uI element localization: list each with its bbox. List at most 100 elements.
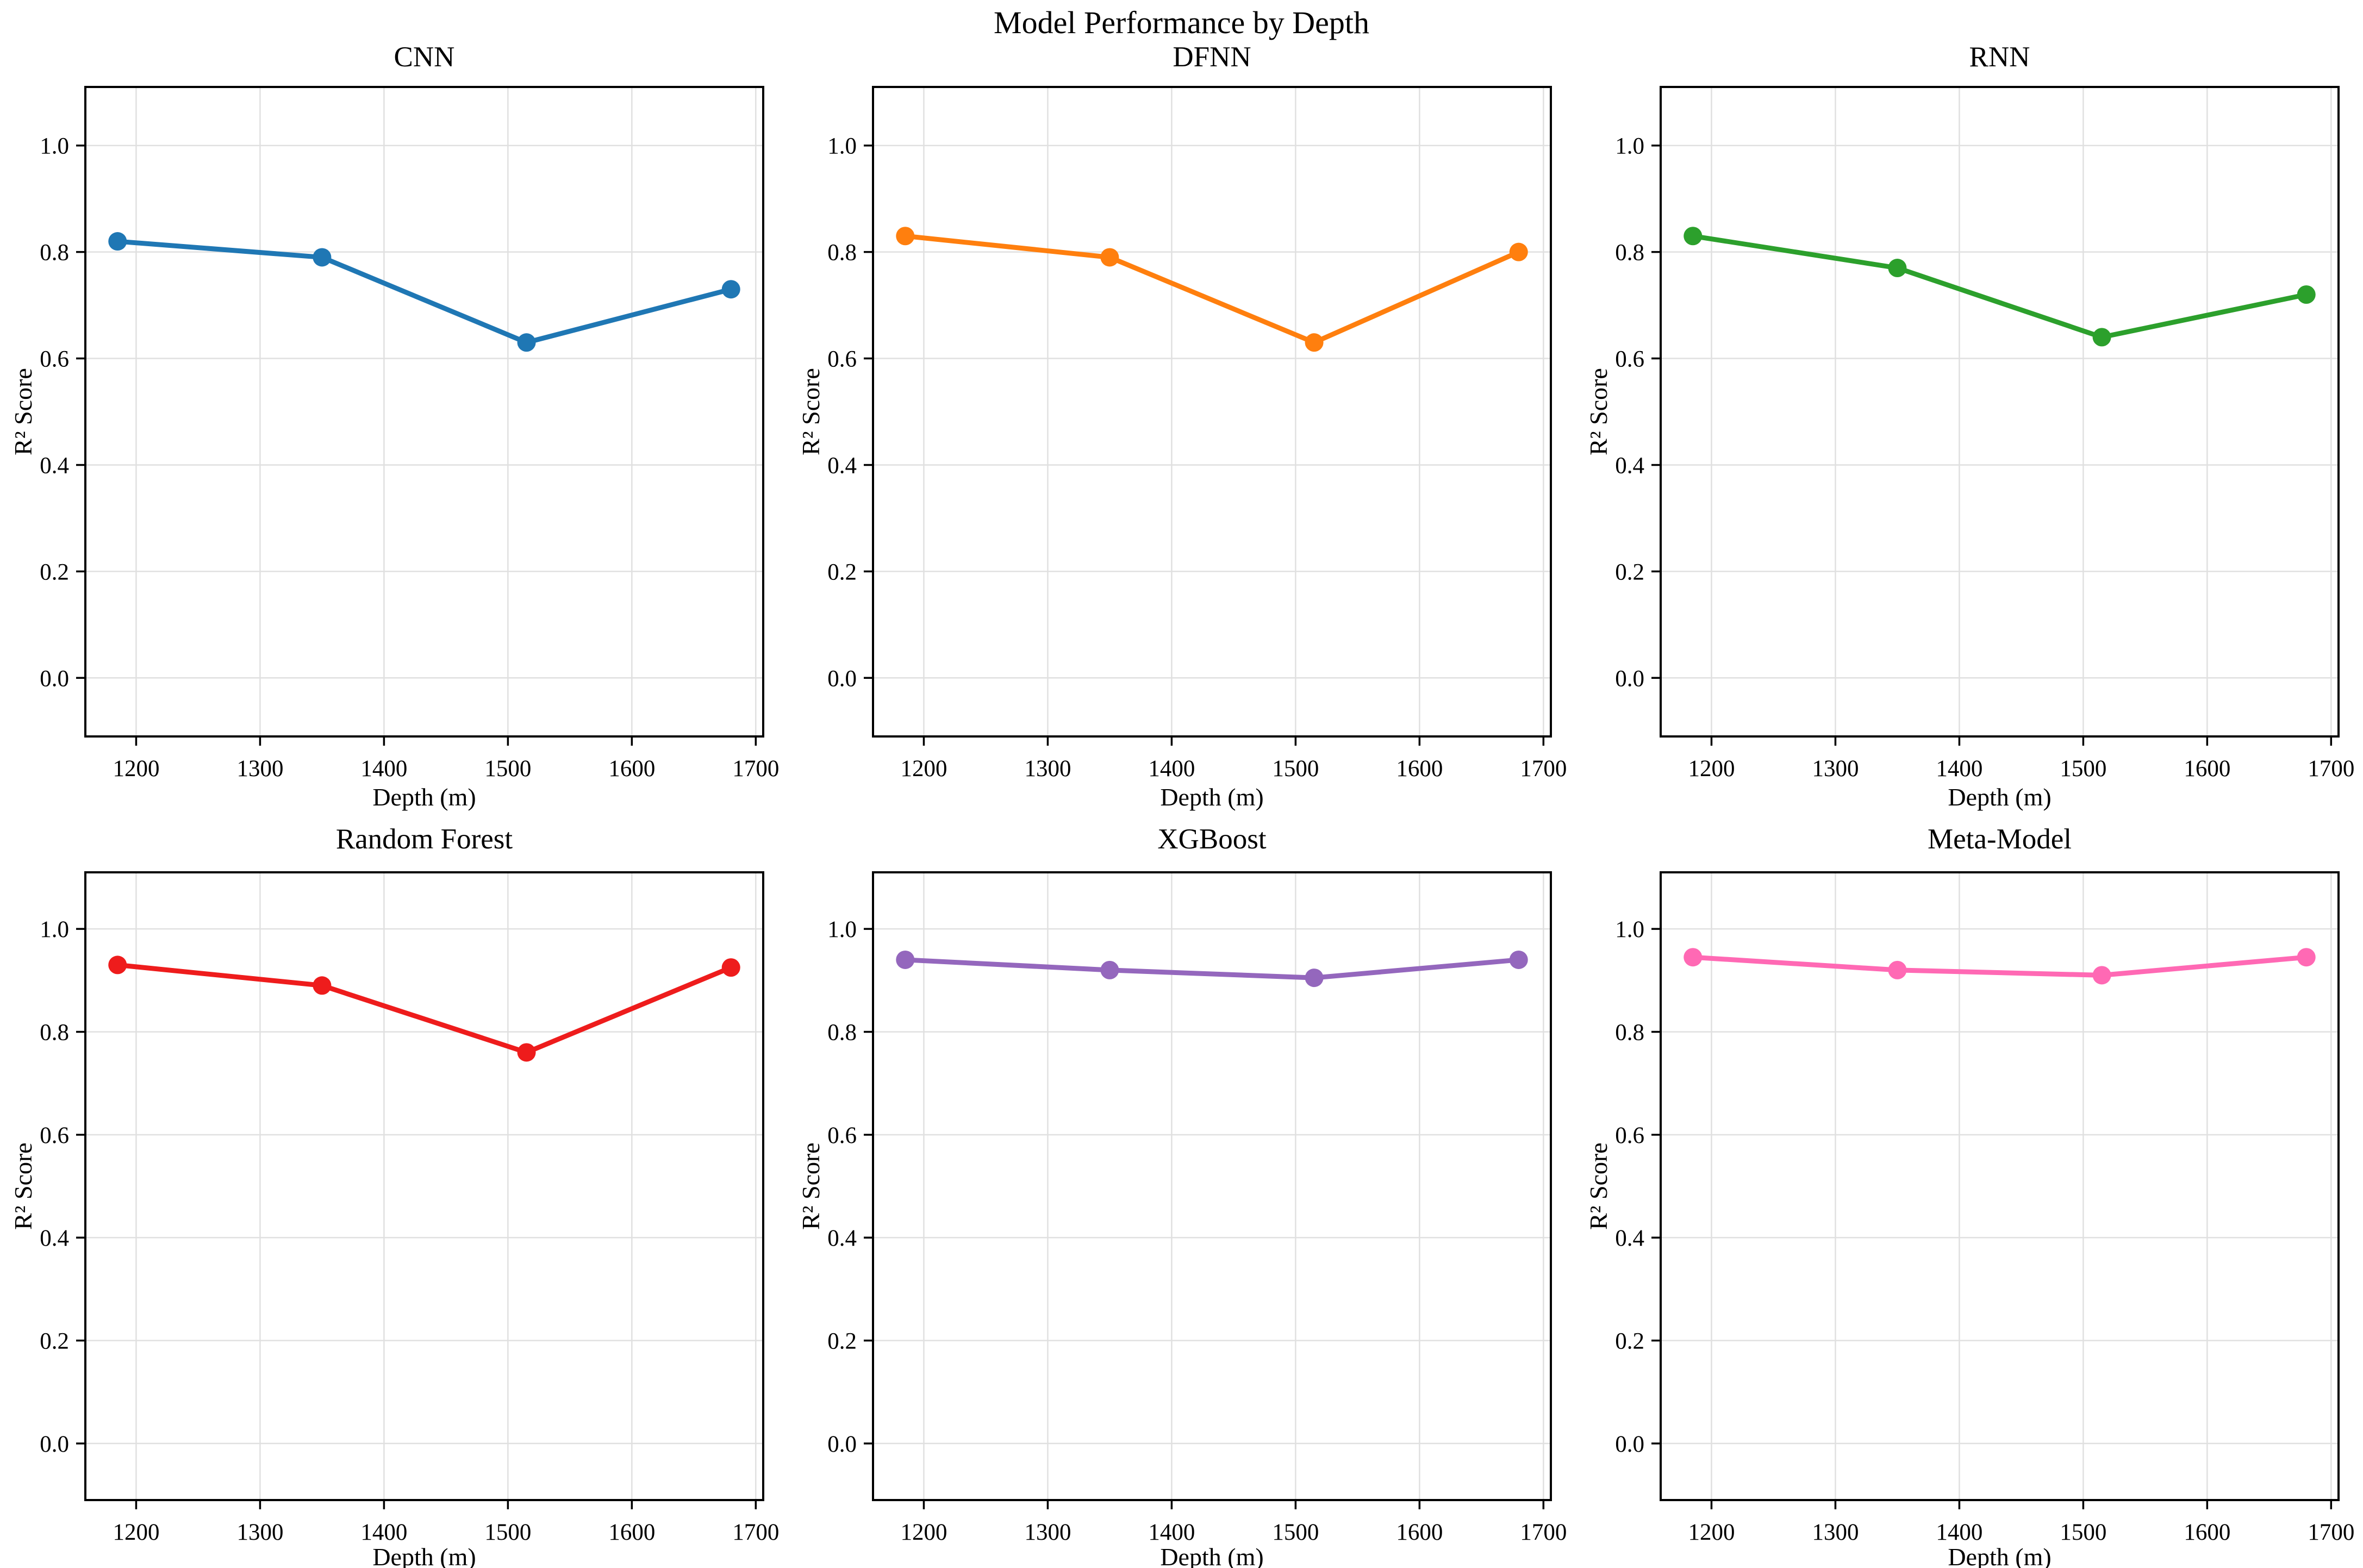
data-point-marker [313,976,332,995]
subplot-dfnn: 1200 1300 1400 1500 1600 1700 0.0 0.2 0.4 0.6 0.8 1… [788,0,1575,813]
axes-frame [872,86,1552,738]
data-point-marker [896,950,915,969]
chart-svg: 1200 1300 1400 1500 1600 1700 0.0 0.2 0.4 0.6 0.8 1… [9,41,779,811]
series-line [902,957,1522,980]
x-axis-label: Depth (m) [372,783,476,811]
x-tick-label: 1200 [113,756,159,782]
y-tick-label: 0.4 [1615,453,1644,478]
plot-area [873,87,1551,736]
data-point-marker [721,958,740,977]
y-tick-label: 0.2 [40,1329,69,1354]
chart-svg: 1200 1300 1400 1500 1600 1700 0.0 0.2 0.4 0.6 0.8 1… [9,823,779,1568]
data-point-marker [721,280,740,299]
plot-area [85,872,763,1500]
y-tick-label: 0.8 [1615,240,1644,266]
y-tick-label: 0.2 [1615,559,1644,585]
data-point-marker [517,333,536,352]
x-tick-label: 1500 [1272,756,1319,782]
y-axis-label: R² Score [797,368,825,455]
x-axis-label: Depth (m) [1160,1543,1263,1568]
x-tick-label: 1600 [2184,756,2230,782]
figure-title: Model Performance by Depth [994,5,1369,40]
data-point-marker [517,1043,536,1062]
data-point-marker [2297,285,2316,304]
y-tick-label: 0.2 [827,1329,857,1354]
data-point-marker [1684,227,1703,246]
y-tick-label: 0.4 [1615,1226,1644,1251]
chart-svg: 1200 1300 1400 1500 1600 1700 0.0 0.2 0.4 0.6 0.8 1… [1585,823,2354,1568]
axes-frame [1660,86,2340,738]
x-tick-label: 1700 [2308,756,2354,782]
y-tick-label: 0.6 [827,347,857,372]
x-tick-label: 1600 [608,756,655,782]
y-tick-label: 1.0 [1615,134,1644,159]
series-line [115,962,734,1055]
plot-area [1661,872,2339,1500]
axes-frame [872,871,1552,1501]
data-point-marker [1305,969,1324,988]
chart-svg: 1200 1300 1400 1500 1600 1700 0.0 0.2 0.4 0.6 0.8 1… [797,41,1567,811]
x-axis-label: Depth (m) [1948,1543,2051,1568]
x-tick-label: 1700 [2308,1520,2354,1545]
data-point-marker [2092,966,2111,985]
subplot-title: Random Forest [336,823,513,855]
y-tick-label: 0.6 [1615,347,1644,372]
x-tick-label: 1300 [1812,1520,1859,1545]
x-tick-label: 1300 [1024,756,1071,782]
x-tick-label: 1400 [1936,1520,1982,1545]
y-tick-label: 0.0 [827,1432,857,1457]
x-axis-label: Depth (m) [1948,783,2051,811]
subplot-rnn: 1200 1300 1400 1500 1600 1700 0.0 0.2 0.4 0.6 0.8 1… [1575,0,2363,813]
y-tick-label: 0.6 [1615,1123,1644,1148]
subplot-xgboost: 1200 1300 1400 1500 1600 1700 0.0 0.2 0.4 0.6 0.8 1… [788,813,1575,1568]
y-tick-label: 0.0 [827,666,857,691]
y-tick-label: 1.0 [40,134,69,159]
x-tick-label: 1200 [900,756,947,782]
y-axis-label: R² Score [9,368,37,455]
data-point-marker [1509,242,1528,261]
y-axis-label: R² Score [9,1142,37,1230]
x-tick-label: 1300 [236,756,283,782]
y-tick-label: 0.6 [827,1123,857,1148]
x-tick-label: 1400 [1148,756,1195,782]
data-point-marker [1305,333,1324,352]
x-tick-label: 1400 [1936,756,1982,782]
axes-frame [84,871,764,1501]
chart-svg: 1200 1300 1400 1500 1600 1700 0.0 0.2 0.4 0.6 0.8 1… [797,823,1567,1568]
series-line [1690,233,2309,340]
plot-area [85,87,763,736]
x-tick-label: 1700 [1520,756,1567,782]
data-point-marker [108,232,127,251]
subplot-title: CNN [394,41,455,73]
y-tick-label: 1.0 [827,917,857,942]
data-point-marker [313,248,332,267]
series-line [1690,954,2309,978]
x-tick-label: 1300 [1024,1520,1071,1545]
x-tick-label: 1600 [2184,1520,2230,1545]
x-tick-label: 1400 [360,756,407,782]
y-tick-label: 1.0 [827,134,857,159]
subplot-meta-model: 1200 1300 1400 1500 1600 1700 0.0 0.2 0.4 0.6 0.8 1… [1575,813,2363,1568]
x-tick-label: 1300 [1812,756,1859,782]
y-tick-label: 0.2 [1615,1329,1644,1354]
y-tick-label: 0.2 [827,559,857,585]
y-tick-label: 0.4 [827,1226,857,1251]
y-tick-label: 0.8 [827,240,857,266]
x-tick-label: 1500 [2060,756,2106,782]
x-tick-label: 1600 [608,1520,655,1545]
y-tick-label: 0.6 [40,1123,69,1148]
subplot-title: DFNN [1173,41,1251,73]
subplot-title: Meta-Model [1928,823,2072,855]
data-point-marker [1888,960,1907,979]
series-line [902,233,1522,345]
y-tick-label: 0.0 [1615,1432,1644,1457]
x-tick-label: 1500 [484,1520,531,1545]
y-tick-label: 0.4 [40,453,69,478]
x-tick-label: 1200 [113,1520,159,1545]
x-tick-label: 1700 [732,1520,779,1545]
x-axis-label: Depth (m) [1160,783,1263,811]
plot-area [1661,87,2339,736]
subplot-title: XGBoost [1157,823,1267,855]
x-tick-label: 1500 [1272,1520,1319,1545]
x-tick-label: 1600 [1396,1520,1443,1545]
